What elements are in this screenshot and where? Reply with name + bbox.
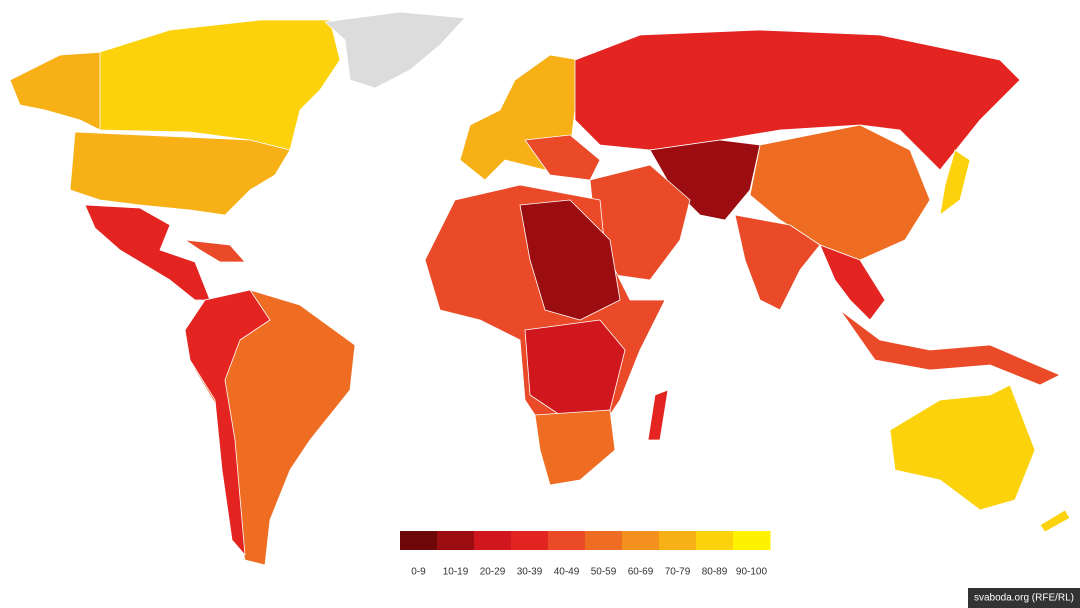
legend-label: 80-89	[702, 567, 728, 578]
legend-swatch	[585, 531, 623, 550]
sahel	[519, 199, 621, 321]
southeast-asia	[819, 244, 886, 321]
japan	[939, 149, 971, 216]
andes	[184, 289, 271, 556]
land-masses	[9, 11, 1071, 566]
legend-swatch	[400, 531, 438, 550]
russia	[574, 29, 1021, 171]
caribbean	[184, 239, 246, 263]
legend-swatch	[548, 531, 586, 550]
legend-label: 40-49	[554, 567, 580, 578]
legend-label: 50-59	[591, 567, 617, 578]
australia	[889, 384, 1036, 511]
legend: 0-9 10-19 20-29 30-39 40-49 50-59 60-69 70-79 80…	[400, 531, 771, 578]
legend-label: 70-79	[665, 567, 691, 578]
legend-swatch	[437, 531, 475, 550]
legend-swatch	[696, 531, 734, 550]
greenland	[324, 11, 466, 89]
legend-label: 10-19	[443, 567, 469, 578]
southern-africa	[534, 409, 616, 486]
madagascar	[647, 389, 669, 441]
canada	[99, 19, 341, 151]
usa	[69, 131, 291, 216]
credit-box: svaboda.org (RFE/RL)	[968, 588, 1080, 608]
credit: svaboda.org (RFE/RL)	[974, 593, 1074, 604]
central-africa	[524, 319, 626, 416]
eastern-europe	[524, 134, 601, 181]
india	[734, 214, 821, 311]
legend-label: 30-39	[517, 567, 543, 578]
new-zealand	[1039, 509, 1071, 533]
mexico	[84, 204, 211, 301]
legend-swatch	[622, 531, 660, 550]
legend-label: 60-69	[628, 567, 654, 578]
legend-label: 90-100	[736, 567, 768, 578]
alaska	[9, 51, 106, 131]
china	[749, 124, 931, 261]
credit-background	[968, 588, 1080, 608]
legend-swatch	[733, 531, 771, 550]
legend-swatch	[474, 531, 512, 550]
legend-label: 20-29	[480, 567, 506, 578]
legend-label: 0-9	[411, 567, 426, 578]
indonesia	[839, 309, 1061, 386]
legend-swatch	[511, 531, 549, 550]
legend-swatch	[659, 531, 697, 550]
